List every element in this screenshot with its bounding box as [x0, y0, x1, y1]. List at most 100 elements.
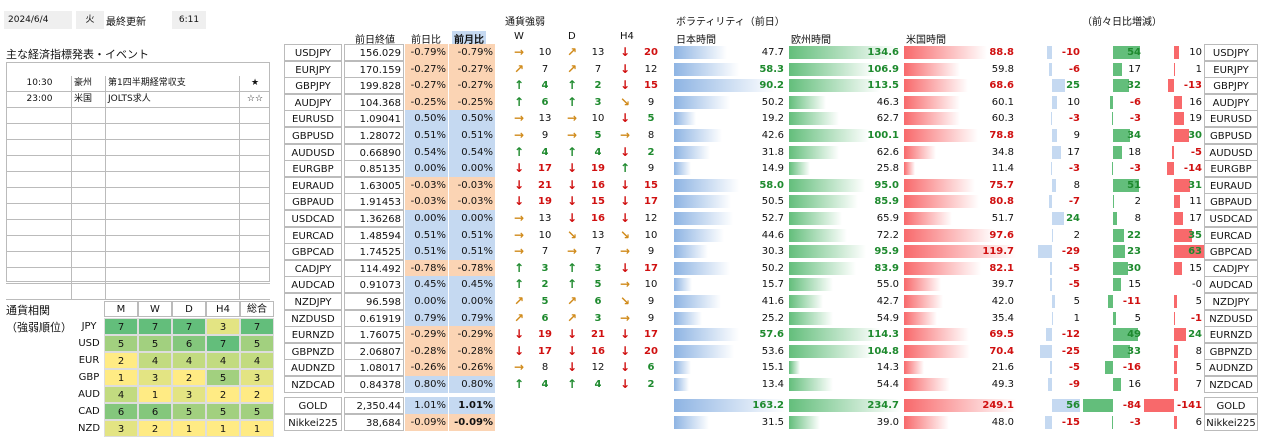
cmp-eu-value: 51	[1127, 179, 1141, 191]
corr-rank: 7	[172, 318, 206, 335]
event-name	[106, 124, 240, 139]
pair-row: AUDUSD 0.66890 0.54% 0.54% ↑ 4 ↑ 4 ↓ 2 31.8 62.6 34.…	[0, 143, 1262, 161]
vol-us-value: 48.0	[991, 417, 1014, 428]
strength-h4-arrow-icon: ↓	[619, 260, 631, 275]
header-us: 米国時間	[906, 35, 946, 46]
cmp-jp-value: -3	[1068, 163, 1080, 175]
pair-name: GOLD	[284, 397, 342, 414]
day-change: -0.09%	[405, 414, 448, 431]
strength-d-value: 6	[594, 296, 602, 307]
strength-w-value: 17	[538, 345, 552, 357]
vol-jp-bar	[674, 228, 724, 242]
event-country	[72, 204, 106, 219]
pair-row: AUDCAD 0.91073 0.45% 0.45% ↑ 2 ↑ 5 → 10 15.7 55.0 39…	[0, 276, 1262, 294]
vol-us-bar	[904, 62, 960, 76]
pair-name: AUDCAD	[284, 276, 342, 294]
vol-us-bar	[904, 416, 949, 429]
vol-eu-value: 85.9	[874, 196, 899, 208]
strength-h4-arrow-icon: ↓	[619, 144, 631, 159]
strength-w-value: 5	[541, 296, 549, 307]
strength-d-arrow-icon: ↓	[566, 343, 578, 358]
vol-eu-value: 46.3	[876, 96, 899, 108]
cmp-us-value: 1	[1195, 63, 1202, 75]
strength-d-value: 13	[591, 47, 605, 58]
prev-close: 2,350.44	[344, 397, 404, 414]
vol-eu-bar	[789, 416, 820, 429]
event-name	[106, 284, 240, 299]
vol-eu-bar	[789, 79, 880, 93]
strength-d-value: 13	[591, 229, 605, 241]
pair-name-right: GBPUSD	[1204, 127, 1258, 144]
cmp-eu-bar	[1113, 261, 1128, 275]
header-close: 前日終値	[355, 35, 395, 46]
event-country	[72, 268, 106, 283]
event-row	[6, 284, 270, 300]
cmp-us-value: 8	[1195, 345, 1202, 357]
month-change: -0.27%	[449, 77, 495, 95]
cmp-eu-bar	[1113, 79, 1129, 93]
cmp-eu-value: 33	[1127, 345, 1141, 357]
prev-close: 0.85135	[344, 160, 404, 178]
pair-row: EURAUD 1.63005 -0.03% -0.03% ↓ 21 ↓ 16 ↓ 15 58.0 95…	[0, 176, 1262, 194]
strength-w-value: 19	[538, 329, 552, 341]
cmp-eu-value: 5	[1134, 312, 1141, 324]
cmp-us-bar	[1174, 261, 1182, 275]
vol-eu-value: 65.9	[876, 213, 899, 224]
cmp-us-value: 15	[1189, 262, 1202, 274]
strength-w-arrow-icon: →	[513, 211, 525, 225]
pair-name: AUDNZD	[284, 359, 342, 377]
corr-rank: 3	[206, 318, 240, 335]
strength-h4-value: 17	[644, 196, 658, 208]
event-time	[6, 236, 72, 251]
strength-h4-value: 5	[647, 113, 655, 125]
strength-w-arrow-icon: ↑	[513, 377, 525, 391]
event-name	[106, 140, 240, 155]
cmp-us-bar	[1174, 112, 1184, 126]
vol-eu-value: 72.2	[876, 229, 899, 241]
strength-w-value: 13	[538, 113, 552, 125]
event-time	[6, 188, 72, 203]
event-time	[6, 252, 72, 267]
vol-eu-value: 54.4	[876, 379, 899, 390]
strength-h4-value: 10	[644, 279, 658, 291]
corr-currency: AUD	[78, 389, 100, 400]
cmp-eu-bar	[1113, 245, 1125, 259]
cmp-us-value: -1	[1190, 312, 1202, 324]
event-stars: ★	[250, 78, 260, 88]
cmp-eu-bar	[1113, 195, 1114, 209]
strength-w-value: 4	[541, 80, 549, 92]
event-country	[72, 172, 106, 187]
vol-us-bar	[904, 79, 968, 93]
month-change: 0.50%	[449, 110, 495, 128]
pair-name-right: EURUSD	[1204, 110, 1258, 128]
cmp-eu-bar	[1113, 62, 1122, 76]
cmp-eu-bar	[1113, 311, 1116, 325]
header-w: W	[514, 31, 524, 42]
cmp-us-value: 24	[1188, 329, 1202, 341]
header-time: 6:11	[172, 11, 206, 29]
vol-us-value: 51.7	[991, 213, 1014, 224]
cmp-jp-bar	[1052, 129, 1057, 142]
corr-rank: 5	[240, 403, 274, 420]
pair-name-right: USDCAD	[1204, 210, 1258, 227]
cmp-eu-value: 2	[1134, 196, 1141, 208]
strength-d-value: 4	[594, 146, 602, 158]
strength-d-arrow-icon: ↑	[566, 144, 578, 159]
strength-w-arrow-icon: ↗	[513, 310, 525, 325]
cmp-eu-bar	[1113, 228, 1124, 242]
strength-h4-value: 12	[644, 63, 658, 75]
vol-us-value: 68.6	[989, 80, 1014, 92]
cmp-us-bar	[1174, 344, 1178, 358]
corr-rank: 6	[104, 403, 138, 420]
cmp-us-bar	[1171, 145, 1174, 159]
strength-h4-value: 17	[644, 262, 658, 274]
strength-h4-value: 8	[647, 130, 655, 141]
event-time	[6, 124, 72, 139]
strength-w-value: 7	[541, 246, 549, 258]
vol-jp-bar	[674, 112, 696, 126]
strength-h4-arrow-icon: ↓	[619, 360, 631, 375]
month-change: -0.03%	[449, 193, 495, 211]
month-change: 1.01%	[449, 397, 495, 414]
vol-eu-value: 14.3	[876, 362, 899, 374]
